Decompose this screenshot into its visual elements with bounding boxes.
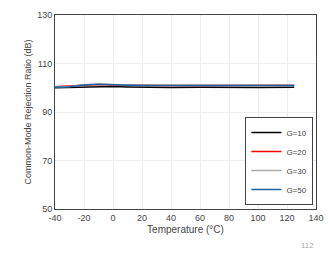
- svg-text:G=50: G=50: [286, 186, 306, 195]
- svg-text:Temperature (°C): Temperature (°C): [147, 224, 224, 235]
- svg-text:G=20: G=20: [286, 148, 306, 157]
- svg-text:120: 120: [279, 213, 294, 223]
- svg-text:70: 70: [42, 156, 52, 166]
- svg-text:100: 100: [250, 213, 265, 223]
- svg-text:60: 60: [195, 213, 205, 223]
- svg-text:-20: -20: [77, 213, 90, 223]
- svg-text:110: 110: [38, 59, 52, 69]
- svg-text:40: 40: [166, 213, 176, 223]
- svg-text:90: 90: [42, 107, 52, 117]
- svg-text:80: 80: [224, 213, 234, 223]
- svg-text:50: 50: [42, 204, 52, 214]
- svg-text:-40: -40: [48, 213, 61, 223]
- svg-text:Common-Mode Rejection Ratio (d: Common-Mode Rejection Ratio (dB): [23, 39, 33, 184]
- svg-text:G=10: G=10: [286, 129, 306, 138]
- svg-text:140: 140: [308, 213, 323, 223]
- svg-text:0: 0: [110, 213, 115, 223]
- svg-text:20: 20: [137, 213, 147, 223]
- svg-text:112: 112: [301, 241, 314, 250]
- svg-text:130: 130: [37, 10, 52, 20]
- svg-text:G=30: G=30: [286, 167, 306, 176]
